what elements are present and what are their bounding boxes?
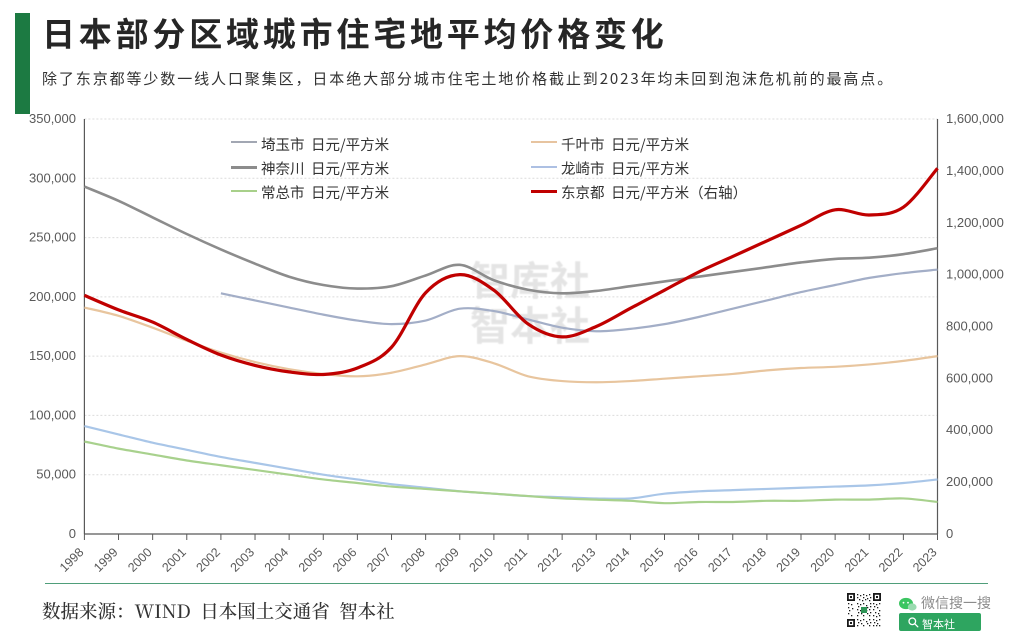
- svg-text:100,000: 100,000: [29, 407, 76, 422]
- svg-text:2010: 2010: [466, 545, 496, 575]
- svg-text:2012: 2012: [535, 545, 565, 575]
- svg-text:50,000: 50,000: [36, 467, 76, 482]
- svg-text:2005: 2005: [296, 545, 326, 575]
- svg-text:250,000: 250,000: [29, 230, 76, 245]
- svg-text:0: 0: [69, 526, 76, 541]
- svg-text:350,000: 350,000: [29, 111, 76, 126]
- svg-text:2000: 2000: [125, 545, 155, 575]
- svg-text:800,000: 800,000: [946, 319, 993, 334]
- svg-text:2018: 2018: [739, 545, 769, 575]
- svg-text:2006: 2006: [330, 545, 360, 575]
- svg-text:1,600,000: 1,600,000: [946, 111, 1004, 126]
- svg-text:1998: 1998: [57, 545, 87, 575]
- svg-text:2007: 2007: [364, 545, 394, 575]
- svg-text:2003: 2003: [228, 545, 258, 575]
- svg-text:2021: 2021: [842, 545, 872, 575]
- svg-text:2020: 2020: [808, 545, 838, 575]
- svg-text:400,000: 400,000: [946, 422, 993, 437]
- svg-text:600,000: 600,000: [946, 370, 993, 385]
- svg-text:1,400,000: 1,400,000: [946, 163, 1004, 178]
- svg-text:2017: 2017: [705, 545, 735, 575]
- svg-text:2004: 2004: [262, 545, 292, 575]
- svg-text:智本社: 智本社: [470, 294, 590, 352]
- svg-text:1999: 1999: [91, 545, 121, 575]
- svg-text:2022: 2022: [876, 545, 906, 575]
- svg-text:150,000: 150,000: [29, 348, 76, 363]
- svg-text:2001: 2001: [159, 545, 189, 575]
- svg-text:1,000,000: 1,000,000: [946, 267, 1004, 282]
- svg-text:2023: 2023: [910, 545, 940, 575]
- svg-text:2015: 2015: [637, 545, 667, 575]
- svg-text:2008: 2008: [398, 545, 428, 575]
- svg-text:2016: 2016: [671, 545, 701, 575]
- svg-text:2002: 2002: [193, 545, 223, 575]
- svg-text:0: 0: [946, 526, 953, 541]
- svg-text:2014: 2014: [603, 545, 633, 575]
- svg-text:1,200,000: 1,200,000: [946, 215, 1004, 230]
- svg-text:200,000: 200,000: [946, 474, 993, 489]
- svg-text:2009: 2009: [432, 545, 462, 575]
- svg-text:2019: 2019: [774, 545, 804, 575]
- svg-text:2011: 2011: [501, 545, 530, 574]
- svg-text:2013: 2013: [569, 545, 599, 575]
- svg-text:300,000: 300,000: [29, 170, 76, 185]
- svg-text:200,000: 200,000: [29, 289, 76, 304]
